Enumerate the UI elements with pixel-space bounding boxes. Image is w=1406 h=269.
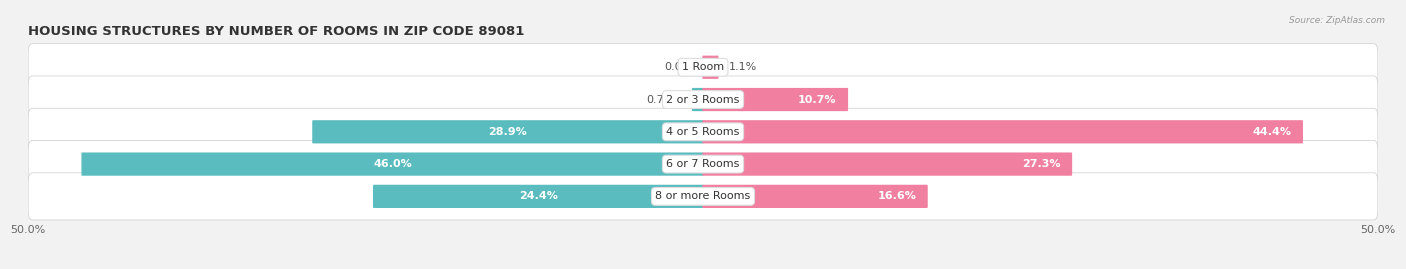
Text: 16.6%: 16.6% (877, 191, 917, 201)
FancyBboxPatch shape (373, 185, 703, 208)
FancyBboxPatch shape (82, 153, 703, 176)
Text: 0.0%: 0.0% (664, 62, 692, 72)
Text: 10.7%: 10.7% (799, 94, 837, 105)
FancyBboxPatch shape (692, 88, 703, 111)
FancyBboxPatch shape (28, 173, 1378, 220)
Text: 44.4%: 44.4% (1253, 127, 1292, 137)
FancyBboxPatch shape (703, 153, 1073, 176)
Text: 4 or 5 Rooms: 4 or 5 Rooms (666, 127, 740, 137)
Text: 28.9%: 28.9% (488, 127, 527, 137)
FancyBboxPatch shape (28, 44, 1378, 91)
Text: 1 Room: 1 Room (682, 62, 724, 72)
Text: 2 or 3 Rooms: 2 or 3 Rooms (666, 94, 740, 105)
FancyBboxPatch shape (28, 140, 1378, 188)
FancyBboxPatch shape (703, 185, 928, 208)
Text: 24.4%: 24.4% (519, 191, 558, 201)
FancyBboxPatch shape (703, 120, 1303, 143)
Text: Source: ZipAtlas.com: Source: ZipAtlas.com (1289, 16, 1385, 25)
FancyBboxPatch shape (28, 76, 1378, 123)
Text: 1.1%: 1.1% (728, 62, 756, 72)
Text: 6 or 7 Rooms: 6 or 7 Rooms (666, 159, 740, 169)
FancyBboxPatch shape (312, 120, 703, 143)
FancyBboxPatch shape (703, 56, 718, 79)
Text: 27.3%: 27.3% (1022, 159, 1060, 169)
Text: HOUSING STRUCTURES BY NUMBER OF ROOMS IN ZIP CODE 89081: HOUSING STRUCTURES BY NUMBER OF ROOMS IN… (28, 25, 524, 38)
Text: 46.0%: 46.0% (373, 159, 412, 169)
FancyBboxPatch shape (28, 108, 1378, 155)
Text: 0.77%: 0.77% (647, 94, 682, 105)
Text: 8 or more Rooms: 8 or more Rooms (655, 191, 751, 201)
FancyBboxPatch shape (703, 88, 848, 111)
